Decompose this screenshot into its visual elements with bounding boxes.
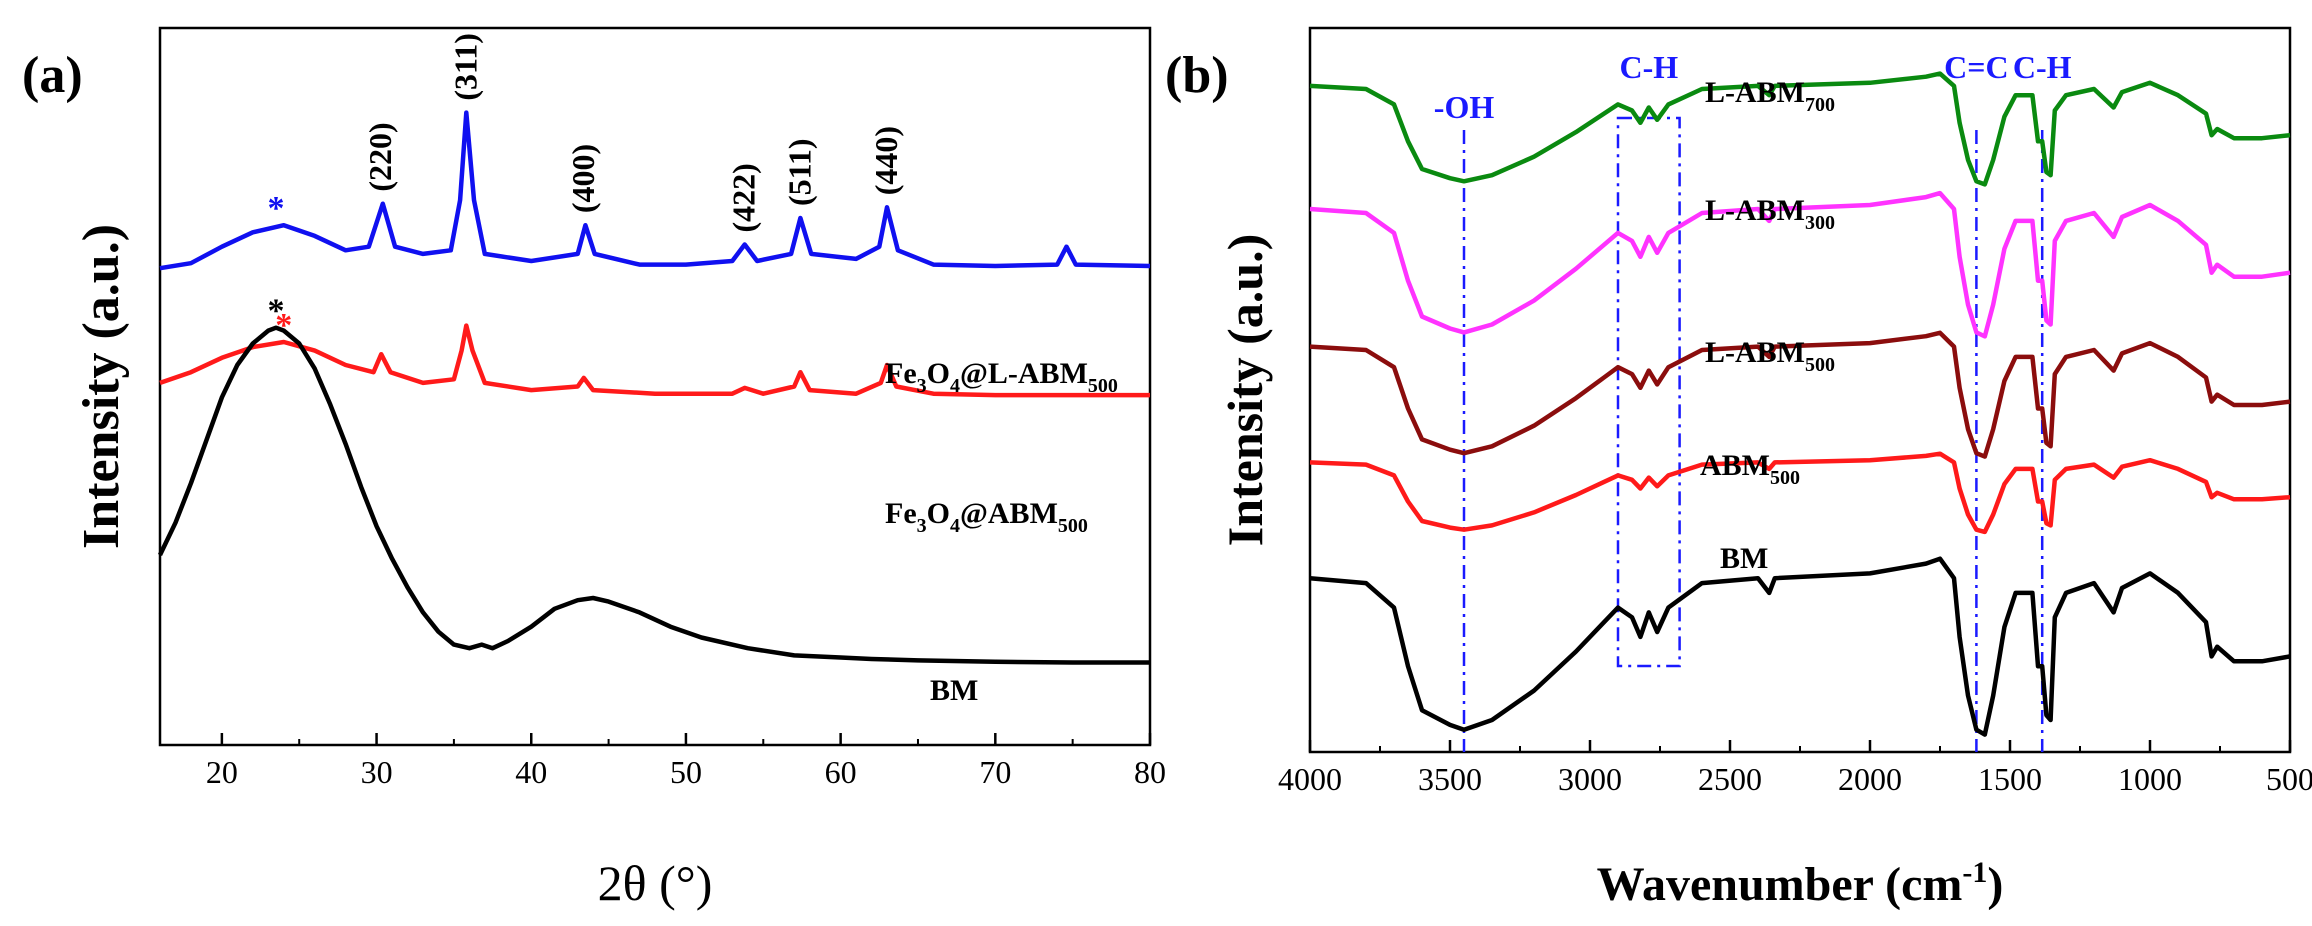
series-label-0: Fe3O4@L-ABM500 <box>885 357 1118 397</box>
y-axis-title: Intensity (a.u.) <box>1217 234 1273 547</box>
peak-label: (400) <box>565 144 601 213</box>
x-tick-label: 80 <box>1134 754 1166 790</box>
spectrum-label-3: ABM500 <box>1700 449 1800 489</box>
plot-frame <box>158 26 1152 747</box>
x-tick-label: 3000 <box>1558 761 1622 797</box>
x-tick-label: 70 <box>979 754 1011 790</box>
plot-frame <box>1308 26 2292 754</box>
band-annotation: -OH <box>1434 89 1495 125</box>
x-tick-label: 2000 <box>1838 761 1902 797</box>
spectrum-label-2: L-ABM500 <box>1705 336 1835 376</box>
x-tick-label: 50 <box>670 754 702 790</box>
x-tick-label: 3500 <box>1418 761 1482 797</box>
series-label-2: BM <box>930 674 978 707</box>
amorphous-carbon-star-marker: * <box>268 293 285 330</box>
x-tick-label: 1000 <box>2118 761 2182 797</box>
series-line-1 <box>159 323 1150 398</box>
band-annotation: C-H <box>1619 49 1678 85</box>
spectrum-line-1 <box>1309 190 2291 339</box>
spectrum-label-0: L-ABM700 <box>1705 76 1835 116</box>
peak-label: (220) <box>362 122 398 191</box>
peak-label: (311) <box>447 33 483 101</box>
panel-a-label: (a) <box>22 47 83 104</box>
spectrum-line-0 <box>1309 71 2291 187</box>
peak-label: (422) <box>726 163 762 232</box>
x-tick-label: 500 <box>2266 761 2312 797</box>
spectrum-line-2 <box>1309 330 2291 459</box>
y-axis-title: Intensity (a.u.) <box>73 224 130 549</box>
x-tick-label: 60 <box>825 754 857 790</box>
peak-label: (511) <box>781 138 817 206</box>
spectrum-line-4 <box>1309 556 2291 737</box>
amorphous-carbon-star-marker: * <box>268 190 285 227</box>
series-line-0 <box>159 110 1151 271</box>
spectrum-line-3 <box>1309 451 2291 535</box>
series-label-1: Fe3O4@ABM500 <box>885 497 1088 537</box>
spectrum-label-4: BM <box>1720 542 1768 575</box>
x-tick-label: 20 <box>206 754 238 790</box>
band-annotation: C-H <box>2013 49 2072 85</box>
x-tick-label: 2500 <box>1698 761 1762 797</box>
panel-b-ftir-chart: 4000 3500 3000 2500 2000 1500 1000 500 Wavenumbe… <box>1217 26 2312 911</box>
x-axis-title: Wavenumber (cm-1) <box>1597 856 2004 911</box>
spectrum-label-1: L-ABM300 <box>1705 194 1835 234</box>
x-tick-label: 40 <box>515 754 547 790</box>
panel-b-label: (b) <box>1165 47 1229 104</box>
band-annotation: C=C <box>1944 49 2008 85</box>
x-tick-label: 4000 <box>1278 761 1342 797</box>
ch-stretch-box <box>1616 116 1681 668</box>
x-tick-label: 1500 <box>1978 761 2042 797</box>
series-line-2 <box>157 325 1150 665</box>
peak-label: (440) <box>868 126 904 195</box>
x-axis-title: 2θ (°) <box>598 855 713 911</box>
x-tick-label: 30 <box>361 754 393 790</box>
